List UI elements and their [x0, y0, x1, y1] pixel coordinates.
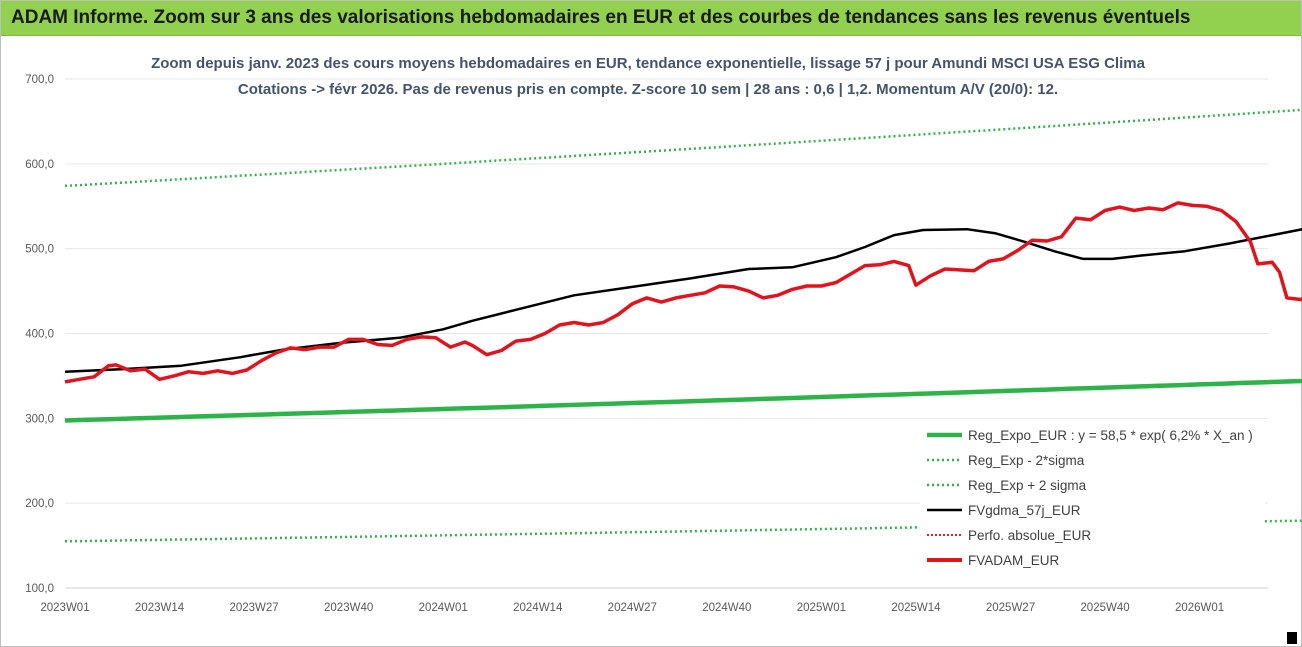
y-axis-ticks: 100,0 200,0 300,0 400,0 500,0 600,0 700,0 — [25, 74, 54, 595]
legend: Reg_Expo_EUR : y = 58,5 * exp( 6,2% * X_… — [920, 421, 1265, 581]
x-tick-label: 2023W14 — [135, 602, 185, 614]
legend-reg-exp-minus-label: Reg_Exp - 2*sigma — [968, 453, 1085, 468]
x-tick-label: 2026W01 — [1175, 602, 1224, 614]
y-tick-label: 500,0 — [25, 244, 54, 256]
x-axis-ticks: 2023W01 2023W14 2023W27 2023W40 2024W01 2024W… — [40, 602, 1224, 614]
chart-title-line-2: Cotations -> févr 2026. Pas de revenus p… — [238, 81, 1058, 98]
corner-mark — [1287, 632, 1297, 644]
line-chart: Zoom depuis janv. 2023 des cours moyens … — [25, 55, 1302, 614]
y-tick-label: 100,0 — [25, 583, 54, 595]
chart-title-line-1: Zoom depuis janv. 2023 des cours moyens … — [151, 55, 1146, 72]
x-tick-label: 2025W14 — [891, 602, 941, 614]
legend-reg-expo-label: Reg_Expo_EUR : y = 58,5 * exp( 6,2% * X_… — [968, 428, 1253, 443]
plot-area — [64, 108, 1302, 543]
x-tick-label: 2024W01 — [419, 602, 468, 614]
legend-perfo-label: Perfo. absolue_EUR — [968, 528, 1091, 543]
y-tick-label: 600,0 — [25, 159, 54, 171]
y-tick-label: 200,0 — [25, 498, 54, 510]
x-tick-label: 2024W14 — [513, 602, 563, 614]
x-tick-label: 2025W27 — [986, 602, 1035, 614]
x-tick-label: 2024W40 — [702, 602, 751, 614]
x-tick-label: 2023W40 — [324, 602, 373, 614]
header-bar: ADAM Informe. Zoom sur 3 ans des valoris… — [1, 1, 1301, 36]
y-tick-label: 300,0 — [25, 413, 54, 425]
x-tick-label: 2025W01 — [797, 602, 846, 614]
legend-fvgdma-label: FVgdma_57j_EUR — [968, 503, 1081, 518]
page-title: ADAM Informe. Zoom sur 3 ans des valoris… — [11, 7, 1191, 28]
series-fvgdma-57j-eur — [64, 227, 1302, 373]
x-tick-label: 2025W40 — [1080, 602, 1129, 614]
y-tick-label: 400,0 — [25, 329, 54, 341]
series-fvadam-eur — [64, 201, 1302, 384]
legend-reg-exp-plus-label: Reg_Exp + 2 sigma — [968, 478, 1087, 493]
x-tick-label: 2023W27 — [229, 602, 278, 614]
x-tick-label: 2024W27 — [608, 602, 657, 614]
series-reg-expo-eur — [64, 378, 1302, 423]
series-reg-exp-plus-2sigma — [64, 108, 1302, 188]
x-tick-label: 2023W01 — [40, 602, 89, 614]
legend-fvadam-label: FVADAM_EUR — [968, 553, 1060, 568]
y-tick-label: 700,0 — [25, 74, 54, 86]
series-reg-exp-minus-2sigma — [64, 519, 1302, 543]
legend-background — [920, 421, 1265, 581]
